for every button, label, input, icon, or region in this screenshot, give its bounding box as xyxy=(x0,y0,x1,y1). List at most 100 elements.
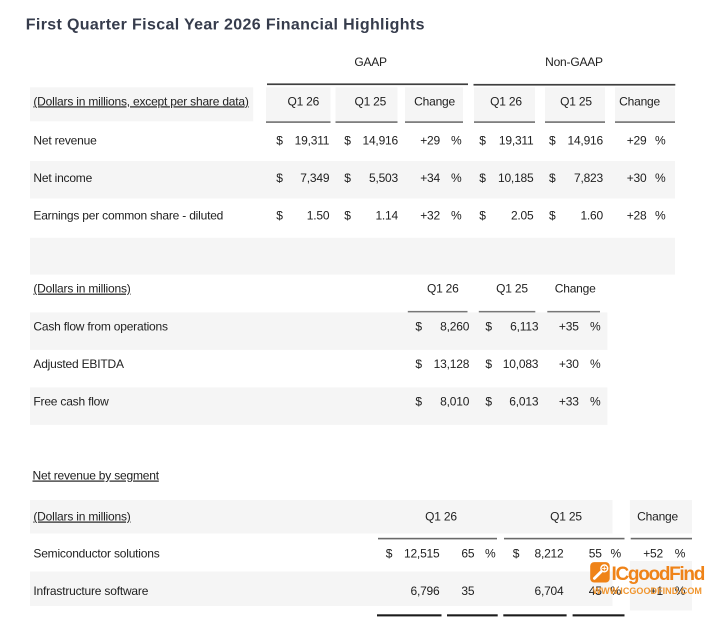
svg-text:%: % xyxy=(611,584,622,598)
svg-text:12,515: 12,515 xyxy=(404,547,440,561)
svg-text:%: % xyxy=(485,547,496,561)
svg-text:Cash flow from operations: Cash flow from operations xyxy=(33,320,168,334)
svg-text:%: % xyxy=(451,208,462,222)
svg-text:Semiconductor solutions: Semiconductor solutions xyxy=(33,547,159,561)
svg-text:(Dollars in millions): (Dollars in millions) xyxy=(33,282,130,296)
svg-text:5,503: 5,503 xyxy=(369,171,399,185)
svg-text:1.50: 1.50 xyxy=(307,208,330,222)
svg-text:+29: +29 xyxy=(627,133,647,147)
svg-text:$: $ xyxy=(549,133,556,147)
svg-text:Q1 26: Q1 26 xyxy=(425,510,457,524)
svg-text:WWW.ICGOODFIND.COM: WWW.ICGOODFIND.COM xyxy=(593,586,702,596)
svg-text:+30: +30 xyxy=(627,171,647,185)
svg-text:1.60: 1.60 xyxy=(580,208,603,222)
svg-text:1.14: 1.14 xyxy=(375,208,398,222)
svg-text:%: % xyxy=(675,547,686,561)
svg-text:6,113: 6,113 xyxy=(510,320,539,334)
svg-text:6,796: 6,796 xyxy=(410,584,440,598)
svg-text:$: $ xyxy=(415,395,422,409)
svg-text:8,212: 8,212 xyxy=(534,547,564,561)
svg-text:$: $ xyxy=(479,133,486,147)
svg-text:7,823: 7,823 xyxy=(574,171,604,185)
svg-text:+34: +34 xyxy=(420,171,440,185)
svg-text:6,013: 6,013 xyxy=(509,395,539,409)
svg-text:$: $ xyxy=(485,395,492,409)
svg-text:$: $ xyxy=(549,171,556,185)
svg-text:10,083: 10,083 xyxy=(503,357,539,371)
svg-text:$: $ xyxy=(344,171,351,185)
svg-text:$: $ xyxy=(485,320,492,334)
svg-text:$: $ xyxy=(276,133,283,147)
svg-text:(Dollars in millions): (Dollars in millions) xyxy=(33,510,130,524)
svg-text:%: % xyxy=(655,171,666,185)
svg-text:(Dollars in millions, except p: (Dollars in millions, except per share d… xyxy=(33,94,248,108)
svg-text:14,916: 14,916 xyxy=(362,133,398,147)
svg-text:+1: +1 xyxy=(650,584,664,598)
svg-text:7,349: 7,349 xyxy=(300,171,330,185)
svg-text:$: $ xyxy=(549,208,556,222)
svg-text:+35: +35 xyxy=(559,320,579,334)
svg-text:%: % xyxy=(655,133,666,147)
svg-text:%: % xyxy=(590,357,601,371)
svg-text:14,916: 14,916 xyxy=(567,133,603,147)
svg-text:%: % xyxy=(590,395,601,409)
svg-text:$: $ xyxy=(513,547,520,561)
svg-text:Net revenue: Net revenue xyxy=(33,133,97,147)
svg-text:+52: +52 xyxy=(643,547,663,561)
svg-text:Free cash flow: Free cash flow xyxy=(33,395,109,409)
svg-text:Q1 26: Q1 26 xyxy=(427,282,459,296)
svg-text:%: % xyxy=(451,133,462,147)
svg-text:55: 55 xyxy=(589,547,602,561)
svg-text:ICgoodFind: ICgoodFind xyxy=(612,564,705,585)
svg-text:%: % xyxy=(590,320,601,334)
svg-text:19,311: 19,311 xyxy=(295,133,330,147)
svg-text:Change: Change xyxy=(414,94,455,108)
svg-text:Q1 26: Q1 26 xyxy=(490,94,522,108)
svg-text:$: $ xyxy=(276,171,283,185)
svg-text:13,128: 13,128 xyxy=(434,357,470,371)
svg-text:Non-GAAP: Non-GAAP xyxy=(545,55,603,69)
svg-text:Net revenue by segment: Net revenue by segment xyxy=(33,469,160,483)
svg-text:19,311: 19,311 xyxy=(499,133,534,147)
svg-text:$: $ xyxy=(344,133,351,147)
svg-text:Q1 25: Q1 25 xyxy=(496,282,528,296)
svg-text:Q1 26: Q1 26 xyxy=(287,94,319,108)
svg-text:$: $ xyxy=(415,320,422,334)
svg-text:%: % xyxy=(655,208,666,222)
svg-text:+30: +30 xyxy=(559,357,579,371)
svg-text:8,010: 8,010 xyxy=(440,395,470,409)
svg-text:Net income: Net income xyxy=(33,171,92,185)
svg-text:Earnings per common share - di: Earnings per common share - diluted xyxy=(33,208,223,222)
svg-text:+29: +29 xyxy=(420,133,440,147)
svg-text:45: 45 xyxy=(589,584,602,598)
svg-text:8,260: 8,260 xyxy=(440,320,470,334)
svg-text:Change: Change xyxy=(619,94,660,108)
svg-text:%: % xyxy=(675,584,686,598)
svg-text:65: 65 xyxy=(461,547,474,561)
svg-text:$: $ xyxy=(479,208,486,222)
svg-text:$: $ xyxy=(415,357,422,371)
svg-text:$: $ xyxy=(479,171,486,185)
svg-text:First Quarter Fiscal Year 2026: First Quarter Fiscal Year 2026 Financial… xyxy=(26,17,425,34)
svg-text:$: $ xyxy=(485,357,492,371)
svg-text:6,704: 6,704 xyxy=(534,584,564,598)
svg-text:Adjusted EBITDA: Adjusted EBITDA xyxy=(33,357,124,371)
svg-text:%: % xyxy=(451,171,462,185)
svg-text:35: 35 xyxy=(461,584,474,598)
svg-text:Change: Change xyxy=(555,282,596,296)
svg-text:Q1 25: Q1 25 xyxy=(550,510,582,524)
svg-text:$: $ xyxy=(344,208,351,222)
svg-text:%: % xyxy=(611,547,622,561)
svg-text:Change: Change xyxy=(637,510,678,524)
svg-text:GAAP: GAAP xyxy=(354,55,387,69)
svg-text:2.05: 2.05 xyxy=(511,208,534,222)
svg-text:$: $ xyxy=(386,547,393,561)
svg-text:Q1 25: Q1 25 xyxy=(354,94,386,108)
svg-text:$: $ xyxy=(276,208,283,222)
svg-text:10,185: 10,185 xyxy=(498,171,534,185)
svg-text:+32: +32 xyxy=(420,208,440,222)
svg-text:+33: +33 xyxy=(559,395,579,409)
svg-text:Q1 25: Q1 25 xyxy=(560,94,592,108)
svg-text:+28: +28 xyxy=(627,208,647,222)
svg-text:Infrastructure software: Infrastructure software xyxy=(33,584,148,598)
